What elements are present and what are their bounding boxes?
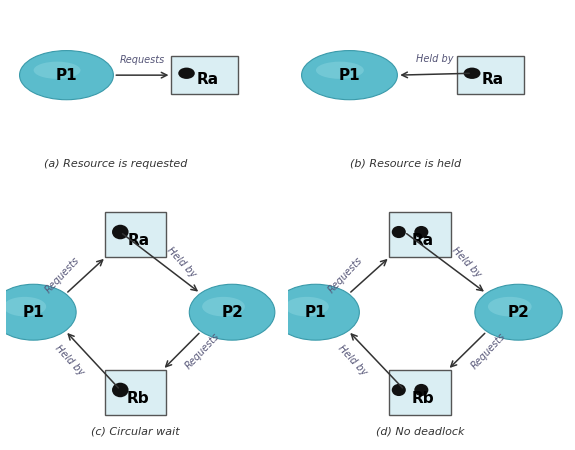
- Text: (b) Resource is held: (b) Resource is held: [350, 159, 461, 169]
- Ellipse shape: [272, 284, 359, 340]
- FancyBboxPatch shape: [389, 370, 451, 415]
- Ellipse shape: [488, 297, 532, 316]
- Ellipse shape: [20, 50, 113, 100]
- Text: Rb: Rb: [412, 391, 434, 406]
- Ellipse shape: [285, 297, 329, 316]
- FancyBboxPatch shape: [105, 212, 166, 257]
- Circle shape: [414, 226, 428, 238]
- Text: Held by: Held by: [450, 246, 483, 280]
- Circle shape: [414, 384, 428, 396]
- Circle shape: [178, 68, 195, 79]
- Text: Requests: Requests: [326, 256, 365, 295]
- Circle shape: [392, 384, 406, 396]
- Text: P1: P1: [339, 68, 361, 83]
- Text: Rb: Rb: [127, 391, 150, 406]
- Ellipse shape: [33, 62, 81, 79]
- Text: Held by: Held by: [416, 54, 454, 64]
- Text: (a) Resource is requested: (a) Resource is requested: [44, 159, 188, 169]
- Ellipse shape: [475, 284, 562, 340]
- Circle shape: [392, 226, 406, 238]
- Text: Ra: Ra: [412, 233, 434, 248]
- Text: Requests: Requests: [469, 331, 507, 371]
- Text: P1: P1: [56, 68, 77, 83]
- Ellipse shape: [316, 62, 364, 79]
- Text: Held by: Held by: [53, 343, 86, 378]
- Ellipse shape: [302, 50, 397, 100]
- Text: Requests: Requests: [120, 55, 165, 65]
- Text: P2: P2: [508, 305, 530, 320]
- Text: P2: P2: [221, 305, 243, 320]
- FancyBboxPatch shape: [171, 56, 237, 94]
- Text: Ra: Ra: [482, 72, 504, 87]
- Circle shape: [463, 68, 481, 79]
- FancyBboxPatch shape: [389, 212, 451, 257]
- Text: Held by: Held by: [164, 246, 198, 280]
- FancyBboxPatch shape: [457, 56, 524, 94]
- FancyBboxPatch shape: [105, 370, 166, 415]
- Ellipse shape: [0, 284, 76, 340]
- Circle shape: [112, 382, 129, 397]
- Text: P1: P1: [305, 305, 327, 320]
- Ellipse shape: [3, 297, 46, 316]
- Text: (d) No deadlock: (d) No deadlock: [375, 426, 464, 436]
- Text: Held by: Held by: [336, 343, 369, 378]
- Text: (c) Circular wait: (c) Circular wait: [91, 426, 180, 436]
- Text: Requests: Requests: [43, 256, 82, 295]
- Ellipse shape: [202, 297, 245, 316]
- Text: Requests: Requests: [183, 331, 221, 371]
- Text: Ra: Ra: [196, 72, 218, 87]
- Circle shape: [112, 225, 129, 239]
- Ellipse shape: [189, 284, 275, 340]
- Text: P1: P1: [22, 305, 44, 320]
- Text: Ra: Ra: [127, 233, 150, 248]
